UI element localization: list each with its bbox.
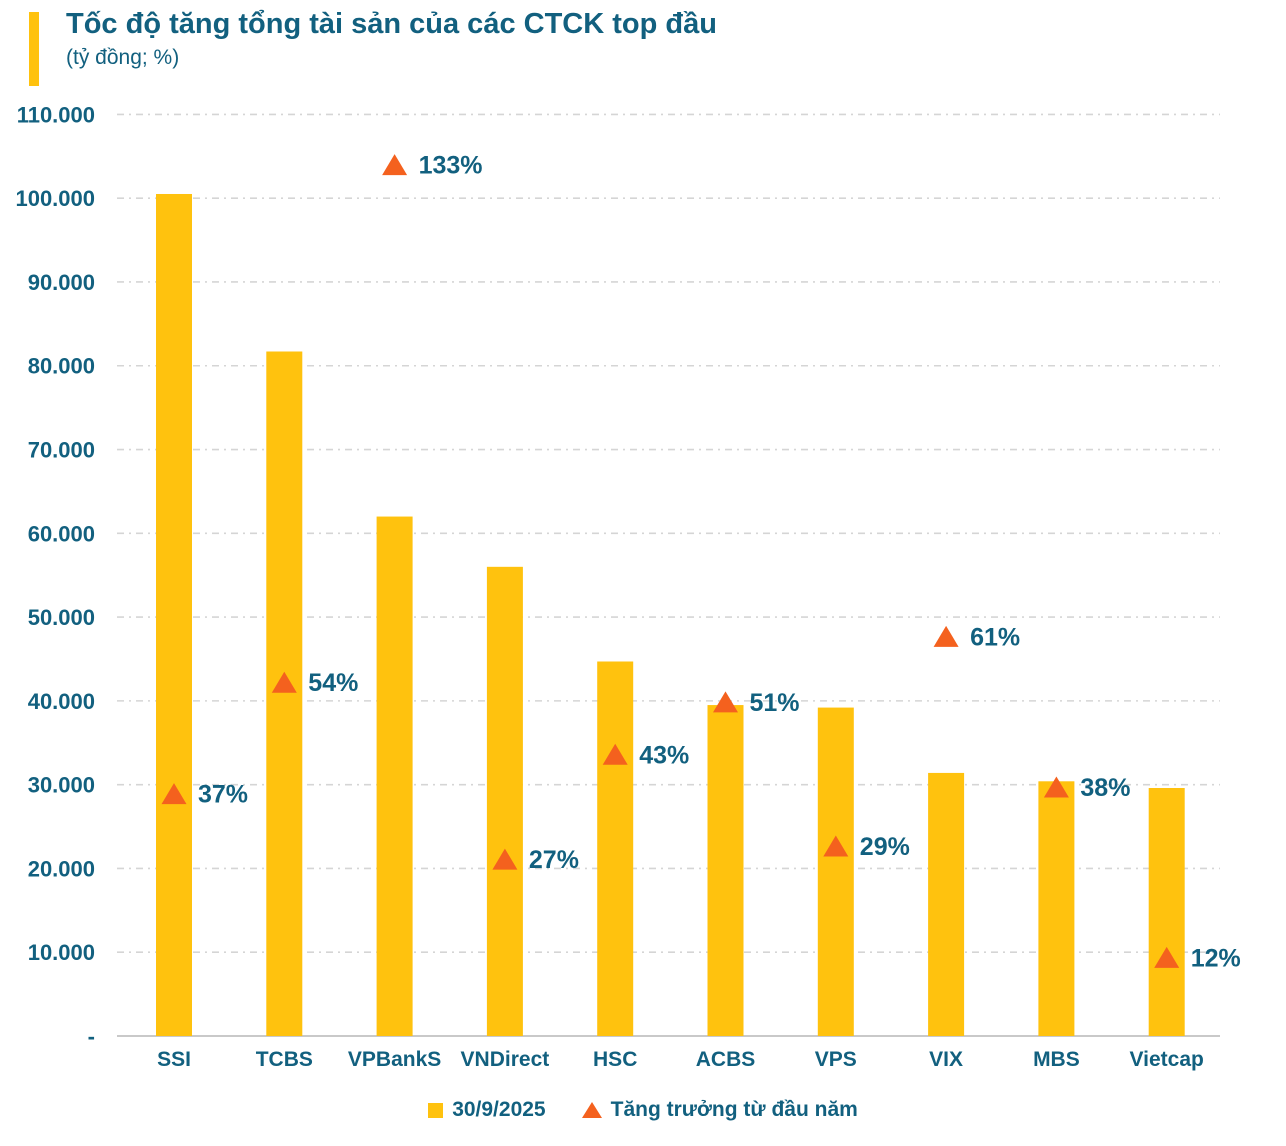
x-axis-label-TCBS: TCBS <box>256 1048 313 1071</box>
bar-ACBS <box>707 705 744 1036</box>
growth-triangle-VIX <box>933 625 959 647</box>
x-axis-label-VNDirect: VNDirect <box>461 1048 550 1071</box>
y-tick-label-20.000: 20.000 <box>28 856 95 881</box>
page-title: Tốc độ tăng tổng tài sản của các CTCK to… <box>66 8 717 40</box>
growth-label-VPBankS: 133% <box>419 152 483 180</box>
bar-VPS <box>817 707 854 1036</box>
legend-bar-label: 30/9/2025 <box>452 1098 546 1121</box>
x-axis-label-ACBS: ACBS <box>696 1048 756 1071</box>
chart-legend: 30/9/2025 Tăng trưởng từ đầu năm <box>0 1098 1286 1122</box>
bar-VPBankS <box>376 516 413 1036</box>
growth-label-VIX: 61% <box>970 623 1020 651</box>
x-axis-label-VPS: VPS <box>815 1048 857 1071</box>
growth-triangle-Vietcap <box>1154 946 1180 968</box>
growth-triangle-ACBS <box>713 691 738 713</box>
y-tick-label-110.000: 110.000 <box>17 102 95 127</box>
y-tick-label-50.000: 50.000 <box>28 605 95 630</box>
x-axis-label-HSC: HSC <box>593 1048 637 1071</box>
growth-triangle-MBS <box>1043 776 1069 798</box>
x-axis-label-MBS: MBS <box>1033 1048 1080 1071</box>
y-tick-label-10.000: 10.000 <box>28 940 95 965</box>
bar-MBS <box>1038 781 1075 1036</box>
bar-VNDirect <box>486 566 523 1036</box>
title-accent-bar <box>29 12 39 86</box>
y-tick-label--: - <box>88 1024 95 1049</box>
legend-item-triangle-series: Tăng trưởng từ đầu năm <box>581 1098 858 1122</box>
bar-series-swatch-icon <box>428 1102 444 1118</box>
y-tick-label-100.000: 100.000 <box>15 186 95 211</box>
growth-triangle-VPBankS <box>382 154 408 176</box>
x-axis-label-VIX: VIX <box>929 1048 963 1071</box>
page-subtitle: (tỷ đồng; %) <box>66 46 180 70</box>
growth-label-VPS: 29% <box>860 833 910 861</box>
growth-triangle-SSI <box>161 783 187 805</box>
bar-chart: - 10.000 20.000 30.000 40.000 50.000 60.000 70.… <box>15 102 1241 1071</box>
bar-SSI <box>156 193 192 1036</box>
y-tick-label-80.000: 80.000 <box>28 354 95 379</box>
growth-triangle-VNDirect <box>492 848 518 870</box>
bar-VIX <box>928 772 965 1036</box>
x-axis-label-SSI: SSI <box>157 1048 191 1071</box>
y-tick-label-70.000: 70.000 <box>28 438 95 463</box>
bar-Vietcap <box>1148 788 1185 1036</box>
growth-label-MBS: 38% <box>1080 774 1130 802</box>
x-axis-label-Vietcap: Vietcap <box>1130 1048 1204 1071</box>
growth-label-SSI: 37% <box>198 781 248 809</box>
bar-HSC <box>597 661 634 1036</box>
growth-label-HSC: 43% <box>639 741 689 769</box>
bar-TCBS <box>266 351 303 1036</box>
growth-triangle-TCBS <box>271 671 297 693</box>
growth-label-ACBS: 51% <box>750 689 800 717</box>
y-tick-label-60.000: 60.000 <box>28 521 95 546</box>
x-axis-label-VPBankS: VPBankS <box>348 1048 441 1071</box>
growth-label-VNDirect: 27% <box>529 846 579 874</box>
triangle-series-swatch-icon <box>581 1102 602 1118</box>
y-tick-label-30.000: 30.000 <box>28 773 95 798</box>
title-block: Tốc độ tăng tổng tài sản của các CTCK to… <box>66 8 717 70</box>
growth-label-TCBS: 54% <box>308 669 358 697</box>
legend-triangle-label: Tăng trưởng từ đầu năm <box>610 1098 858 1121</box>
growth-triangle-HSC <box>602 743 628 765</box>
growth-triangle-VPS <box>823 835 849 857</box>
y-tick-label-40.000: 40.000 <box>28 689 95 714</box>
legend-item-bar-series: 30/9/2025 <box>428 1098 546 1122</box>
growth-label-Vietcap: 12% <box>1191 944 1241 972</box>
y-tick-label-90.000: 90.000 <box>28 270 95 295</box>
